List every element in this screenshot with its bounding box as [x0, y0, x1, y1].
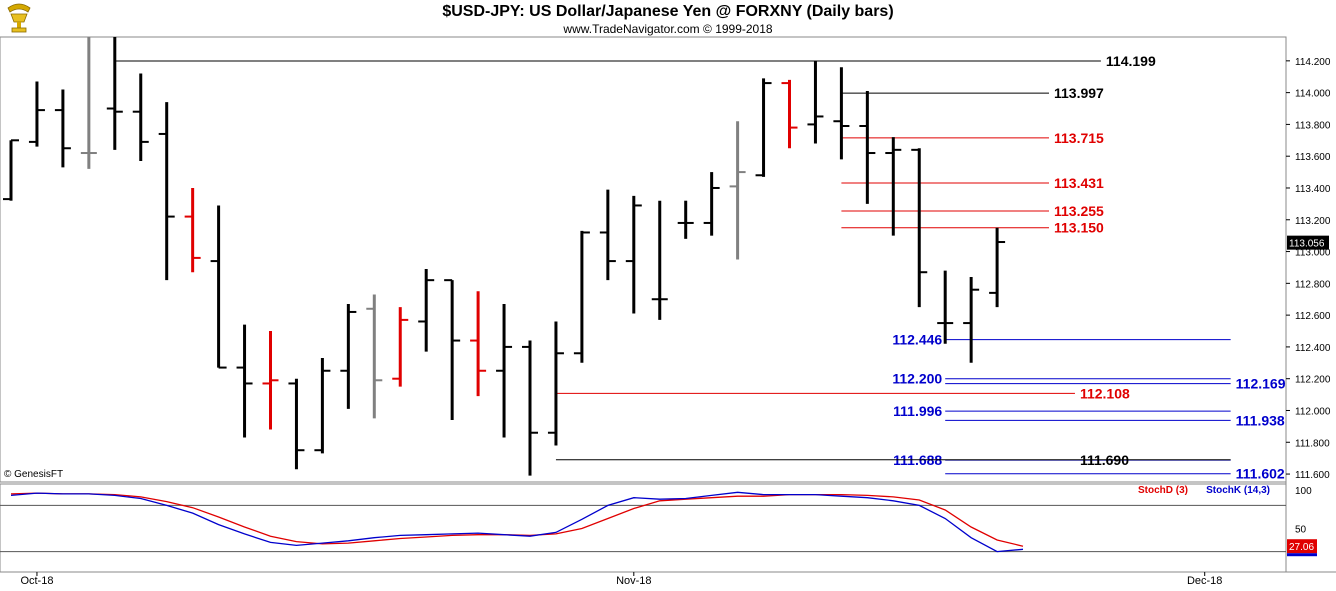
- ohlc-bar: [158, 102, 175, 281]
- ohlc-bar: [418, 269, 435, 352]
- level-label: 111.602: [1236, 466, 1285, 482]
- level-label: 113.150: [1054, 220, 1104, 236]
- ohlc-bar: [262, 331, 279, 430]
- price-tick-label: 114.200: [1295, 57, 1331, 68]
- level-label: 113.715: [1054, 130, 1104, 146]
- logo-icon: [7, 3, 31, 33]
- price-tick-label: 112.000: [1295, 406, 1331, 417]
- price-tick-label: 111.800: [1295, 438, 1330, 449]
- price-tick-label: 112.400: [1295, 343, 1331, 354]
- x-tick-label: Dec-18: [1187, 575, 1222, 587]
- price-tick-label: 113.200: [1295, 216, 1331, 227]
- ohlc-bar: [132, 73, 149, 161]
- chart-header: $USD-JPY: US Dollar/Japanese Yen @ FORXN…: [0, 0, 1336, 37]
- chart-subtitle: www.TradeNavigator.com © 1999-2018: [563, 22, 773, 36]
- watermark: © GenesisFT: [4, 469, 63, 480]
- ohlc-bar: [885, 137, 902, 236]
- last-price-label: 113.056: [1289, 239, 1325, 250]
- ohlc-bar: [573, 230, 590, 363]
- ohlc-bar: [547, 321, 564, 446]
- chart-title: $USD-JPY: US Dollar/Japanese Yen @ FORXN…: [442, 3, 894, 20]
- x-axis: Oct-18 Nov-18 Dec-18: [0, 571, 1336, 587]
- ohlc-bar: [496, 304, 513, 438]
- level-label: 111.996: [893, 403, 942, 419]
- stoch-d-legend: StochD (3): [1138, 485, 1188, 496]
- price-tick-label: 113.400: [1295, 184, 1331, 195]
- level-label: 113.431: [1054, 175, 1104, 191]
- ohlc-bar: [288, 378, 305, 470]
- ohlc-bar: [781, 79, 798, 149]
- level-label: 112.108: [1080, 385, 1130, 401]
- x-tick-label: Oct-18: [20, 575, 53, 587]
- ohlc-bar: [937, 270, 954, 344]
- level-label: 113.255: [1054, 203, 1104, 219]
- ohlc-bar: [651, 200, 668, 320]
- ohlc-bar: [807, 60, 824, 144]
- ohlc-bar: [911, 148, 928, 308]
- ohlc-bar: [729, 121, 746, 260]
- ohlc-bar: [963, 276, 980, 363]
- price-tick-label: 113.600: [1295, 152, 1331, 163]
- ohlc-bar: [444, 279, 461, 421]
- ohlc-bar: [677, 200, 694, 239]
- stochastic-panel: 100 50 StochD (3) StochK (14,3) 27.06: [0, 483, 1317, 573]
- price-tick-label: 112.800: [1295, 279, 1331, 290]
- stoch-k-line: [10, 491, 1024, 553]
- ohlc-bar: [392, 307, 409, 387]
- ohlc-bar: [833, 67, 850, 160]
- level-label: 111.690: [1080, 452, 1129, 468]
- price-tick-label: 111.600: [1295, 470, 1330, 481]
- stoch-d-line: [10, 492, 1024, 547]
- ohlc-bar: [314, 358, 331, 454]
- price-panel: 114.200 114.000 113.800 113.600 113.400 113.2…: [0, 36, 1331, 572]
- ohlc-bar: [3, 139, 19, 201]
- ohlc-bar: [859, 91, 876, 204]
- ohlc-bar: [703, 172, 720, 236]
- ohlc-bar: [340, 304, 357, 409]
- ohlc-bar: [989, 227, 1006, 308]
- price-tick-label: 112.200: [1295, 375, 1331, 386]
- x-tick-label: Nov-18: [616, 575, 651, 587]
- stoch-tick-label: 100: [1295, 486, 1312, 497]
- stoch-last-label: 27.06: [1289, 542, 1314, 553]
- level-label: 112.200: [892, 371, 942, 387]
- ohlc-bar: [522, 340, 538, 476]
- price-tick-label: 113.000: [1295, 248, 1331, 259]
- ohlc-bar: [210, 205, 227, 369]
- ohlc-bar: [755, 78, 772, 177]
- stoch-k-last-box: [1287, 553, 1317, 557]
- stoch-frame: [0, 483, 1287, 573]
- price-tick-label: 113.800: [1295, 120, 1331, 131]
- ohlc-bar: [184, 187, 201, 273]
- level-label: 114.199: [1106, 53, 1156, 69]
- last-price-box: [1287, 235, 1329, 250]
- level-label: 112.446: [892, 332, 942, 348]
- ohlc-bar: [625, 195, 642, 314]
- ohlc-bar: [28, 81, 45, 147]
- stoch-last-box: [1287, 539, 1317, 554]
- stoch-k-legend: StochK (14,3): [1206, 485, 1270, 496]
- level-label: 113.997: [1054, 85, 1104, 101]
- price-tick-label: 112.600: [1295, 311, 1331, 322]
- ohlc-bar: [106, 37, 123, 150]
- level-label: 112.169: [1236, 376, 1286, 392]
- ohlc-bar: [236, 324, 253, 438]
- ohlc-bar: [54, 89, 71, 168]
- price-tick-label: 114.000: [1295, 89, 1331, 100]
- ohlc-bar: [470, 291, 487, 397]
- ohlc-bar: [366, 294, 383, 419]
- ohlc-bar: [599, 189, 616, 281]
- ohlc-bar: [80, 37, 97, 169]
- level-label: 111.938: [1236, 412, 1285, 428]
- stoch-tick-label: 50: [1295, 525, 1307, 536]
